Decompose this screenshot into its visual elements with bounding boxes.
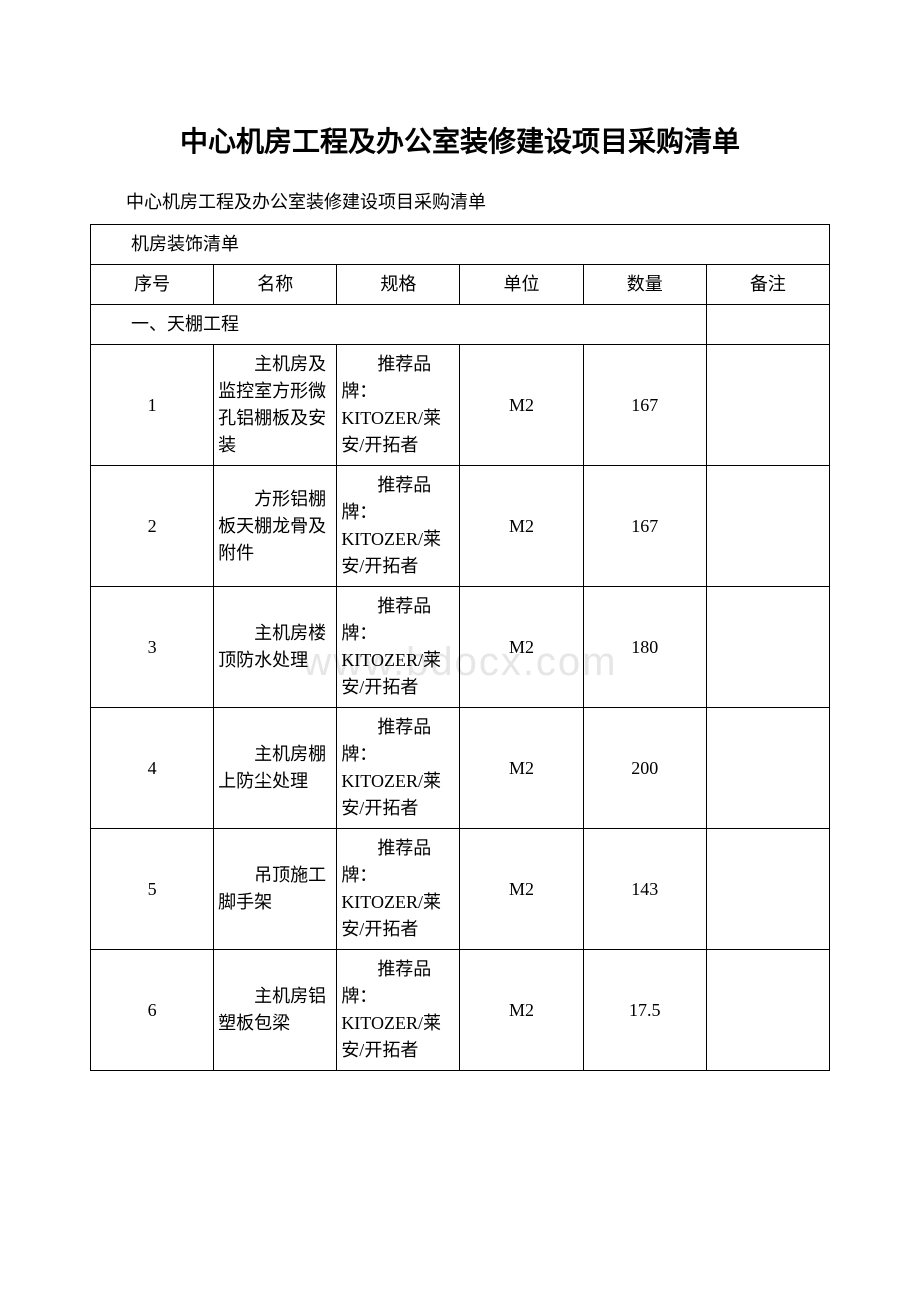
cell-name: 主机房棚上防尘处理 [214, 708, 337, 829]
cell-seq: 5 [91, 829, 214, 950]
cell-seq: 4 [91, 708, 214, 829]
cell-name: 吊顶施工脚手架 [214, 829, 337, 950]
col-header-spec: 规格 [337, 265, 460, 305]
cell-unit: M2 [460, 466, 583, 587]
table-header-row: 序号 名称 规格 单位 数量 备注 [91, 265, 830, 305]
table-row: 1 主机房及监控室方形微孔铝棚板及安装 推荐品牌：KITOZER/莱安/开拓者 … [91, 345, 830, 466]
cell-qty: 200 [583, 708, 706, 829]
table-caption-row: 机房装饰清单 [91, 225, 830, 265]
table-row: 2 方形铝棚板天棚龙骨及附件 推荐品牌：KITOZER/莱安/开拓者 M2 16… [91, 466, 830, 587]
cell-unit: M2 [460, 950, 583, 1071]
table-row: 6 主机房铝塑板包梁 推荐品牌：KITOZER/莱安/开拓者 M2 17.5 [91, 950, 830, 1071]
cell-qty: 17.5 [583, 950, 706, 1071]
cell-name: 方形铝棚板天棚龙骨及附件 [214, 466, 337, 587]
cell-spec: 推荐品牌：KITOZER/莱安/开拓者 [337, 466, 460, 587]
cell-qty: 143 [583, 829, 706, 950]
table-caption: 机房装饰清单 [91, 225, 830, 265]
cell-note [706, 587, 829, 708]
page: www.bdocx.com 中心机房工程及办公室装修建设项目采购清单 中心机房工… [0, 0, 920, 1131]
col-header-note: 备注 [706, 265, 829, 305]
cell-unit: M2 [460, 587, 583, 708]
table-section-row: 一、天棚工程 [91, 305, 830, 345]
table-row: 4 主机房棚上防尘处理 推荐品牌：KITOZER/莱安/开拓者 M2 200 [91, 708, 830, 829]
document-title: 中心机房工程及办公室装修建设项目采购清单 [90, 120, 830, 160]
cell-note [706, 950, 829, 1071]
cell-spec: 推荐品牌：KITOZER/莱安/开拓者 [337, 950, 460, 1071]
cell-note [706, 345, 829, 466]
cell-name: 主机房铝塑板包梁 [214, 950, 337, 1071]
col-header-unit: 单位 [460, 265, 583, 305]
cell-spec: 推荐品牌：KITOZER/莱安/开拓者 [337, 345, 460, 466]
cell-spec: 推荐品牌：KITOZER/莱安/开拓者 [337, 587, 460, 708]
cell-qty: 180 [583, 587, 706, 708]
cell-spec: 推荐品牌：KITOZER/莱安/开拓者 [337, 708, 460, 829]
cell-qty: 167 [583, 466, 706, 587]
document-subtitle: 中心机房工程及办公室装修建设项目采购清单 [90, 188, 830, 214]
cell-unit: M2 [460, 829, 583, 950]
cell-qty: 167 [583, 345, 706, 466]
col-header-qty: 数量 [583, 265, 706, 305]
cell-spec: 推荐品牌：KITOZER/莱安/开拓者 [337, 829, 460, 950]
table-row: 5 吊顶施工脚手架 推荐品牌：KITOZER/莱安/开拓者 M2 143 [91, 829, 830, 950]
col-header-seq: 序号 [91, 265, 214, 305]
cell-seq: 1 [91, 345, 214, 466]
cell-name: 主机房及监控室方形微孔铝棚板及安装 [214, 345, 337, 466]
procurement-table: 机房装饰清单 序号 名称 规格 单位 数量 备注 一、天棚工程 1 主机房及监控… [90, 224, 830, 1071]
section-note-blank [706, 305, 829, 345]
cell-seq: 6 [91, 950, 214, 1071]
cell-seq: 3 [91, 587, 214, 708]
cell-name: 主机房楼顶防水处理 [214, 587, 337, 708]
section-label: 一、天棚工程 [91, 305, 707, 345]
col-header-name: 名称 [214, 265, 337, 305]
cell-seq: 2 [91, 466, 214, 587]
table-row: 3 主机房楼顶防水处理 推荐品牌：KITOZER/莱安/开拓者 M2 180 [91, 587, 830, 708]
cell-note [706, 708, 829, 829]
cell-unit: M2 [460, 708, 583, 829]
cell-note [706, 829, 829, 950]
cell-note [706, 466, 829, 587]
cell-unit: M2 [460, 345, 583, 466]
